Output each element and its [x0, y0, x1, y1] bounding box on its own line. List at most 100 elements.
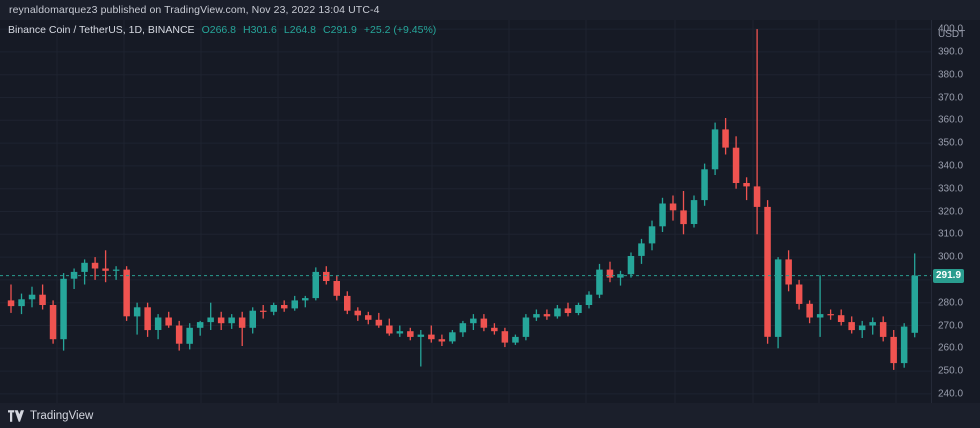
candle-body — [522, 317, 530, 337]
candle-body — [659, 203, 666, 227]
price-axis-tick: 320.0 — [938, 206, 964, 217]
close-value: 291.9 — [330, 24, 357, 36]
ohlc-open: O266.8 — [202, 24, 236, 36]
attribution-text: reynaldomarquez3 published on TradingVie… — [9, 4, 380, 16]
candle-body — [701, 169, 708, 201]
price-axis[interactable]: USDT 400.0 390.0 380.0 370.0 360.0 350.0 340.0… — [931, 20, 980, 403]
candle-body — [312, 271, 319, 299]
candle-body — [564, 308, 572, 313]
candle-body — [501, 331, 509, 343]
candle-body — [133, 307, 141, 317]
candle-body — [39, 294, 46, 305]
candle-body — [911, 275, 918, 333]
candle-body — [344, 295, 351, 311]
candle-body — [112, 269, 120, 271]
candle-body — [459, 323, 467, 333]
candle-body — [18, 299, 25, 307]
price-axis-tick: 240.0 — [938, 388, 964, 400]
price-axis-tick: 250.0 — [938, 365, 964, 377]
candle-body — [533, 314, 540, 318]
price-axis-tick: 400.0 — [938, 23, 964, 35]
candle-body — [123, 269, 130, 317]
candle-body — [753, 186, 761, 207]
price-axis-tick: 300.0 — [938, 251, 964, 263]
last-price-label[interactable]: 291.9 — [933, 268, 965, 283]
candle-body — [354, 310, 361, 316]
candle-body — [743, 183, 750, 187]
horizontal-gridlines — [0, 28, 931, 395]
candle-body — [543, 314, 551, 317]
chart-plot-area[interactable] — [0, 20, 931, 403]
candle-body — [711, 129, 719, 170]
candle-body — [281, 305, 288, 309]
price-axis-tick: 360.0 — [938, 114, 964, 126]
chart-legend: Binance Coin / TetherUS, 1D, BINANCE O26… — [8, 23, 436, 37]
candle-body — [816, 314, 824, 318]
price-axis-tick: 340.0 — [938, 160, 964, 172]
candle-body — [512, 336, 519, 343]
candle-body — [249, 310, 256, 328]
candle-body — [270, 305, 277, 312]
candle-body — [333, 281, 340, 296]
price-axis-tick: 330.0 — [938, 183, 964, 195]
price-axis-unit: USDT — [938, 29, 966, 40]
candle-body — [470, 318, 477, 324]
ohlc-low: L264.8 — [284, 24, 316, 36]
candlestick-series — [0, 20, 931, 403]
candle-body — [606, 269, 614, 278]
tradingview-logo-icon — [8, 409, 24, 422]
candle-body — [207, 317, 214, 323]
high-label: H — [243, 24, 251, 36]
price-axis-tick: 370.0 — [938, 92, 964, 103]
candle-body — [386, 325, 393, 334]
candle-body — [669, 203, 677, 211]
price-axis-tick: 260.0 — [938, 342, 964, 354]
candle-body — [165, 317, 172, 326]
ohlc-close: C291.9 — [323, 24, 357, 36]
candle-body — [175, 325, 183, 344]
price-axis-tick: 390.0 — [938, 46, 964, 58]
candle-body — [228, 317, 235, 324]
candle-body — [774, 259, 782, 337]
candle-body — [91, 262, 99, 269]
candle-body — [596, 269, 603, 295]
candle-body — [196, 322, 204, 328]
candle-body — [438, 339, 446, 342]
candle-body — [186, 327, 193, 344]
price-axis-tick: 310.0 — [938, 228, 964, 240]
candle-body — [837, 315, 845, 322]
candle-body — [365, 315, 372, 320]
candle-body — [449, 332, 456, 342]
candle-body — [407, 331, 414, 337]
candle-body — [648, 226, 656, 244]
candle-body — [890, 336, 897, 364]
candle-body — [375, 319, 383, 326]
candle-body — [627, 256, 635, 275]
candle-body — [858, 325, 866, 331]
symbol-label[interactable]: Binance Coin / TetherUS, 1D, BINANCE — [8, 24, 195, 36]
change-value: +25.2 (+9.45%) — [363, 24, 437, 36]
candle-body — [480, 318, 488, 328]
candle-body — [396, 331, 404, 334]
candle-body — [722, 129, 729, 148]
candle-body — [827, 314, 834, 316]
candle-body — [680, 210, 687, 225]
candle-body — [575, 305, 582, 313]
candles — [7, 29, 918, 370]
candle-body — [900, 326, 908, 364]
candle-body — [217, 317, 225, 324]
ohlc-high: H301.6 — [243, 24, 277, 36]
candle-body — [785, 259, 792, 285]
candle-body — [638, 243, 645, 256]
candle-body — [585, 294, 593, 305]
candle-body — [795, 284, 803, 304]
candle-body — [323, 271, 330, 281]
candle-body — [81, 262, 88, 272]
candle-body — [764, 206, 771, 337]
candle-body — [732, 147, 740, 183]
high-value: 301.6 — [250, 24, 277, 36]
low-label: L — [283, 24, 290, 36]
candle-body — [60, 278, 67, 340]
attribution-bar: reynaldomarquez3 published on TradingVie… — [0, 0, 980, 20]
price-axis-tick: 280.0 — [938, 297, 964, 309]
